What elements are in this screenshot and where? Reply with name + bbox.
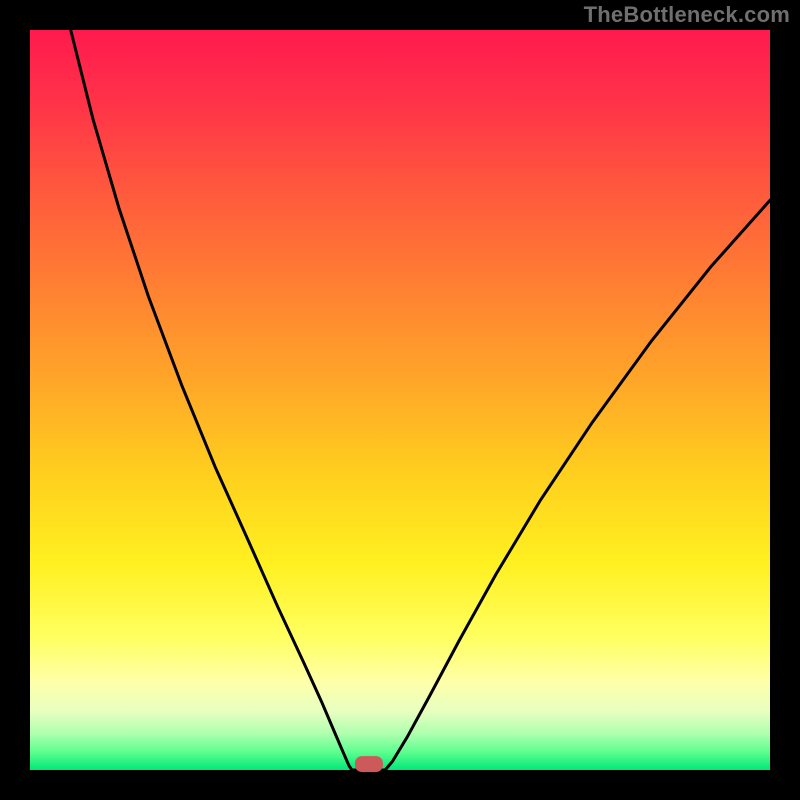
plot-area bbox=[30, 30, 770, 770]
optimal-marker bbox=[355, 756, 383, 772]
figure-root: TheBottleneck.com bbox=[0, 0, 800, 800]
chart-canvas bbox=[0, 0, 800, 800]
watermark-text: TheBottleneck.com bbox=[584, 2, 790, 28]
